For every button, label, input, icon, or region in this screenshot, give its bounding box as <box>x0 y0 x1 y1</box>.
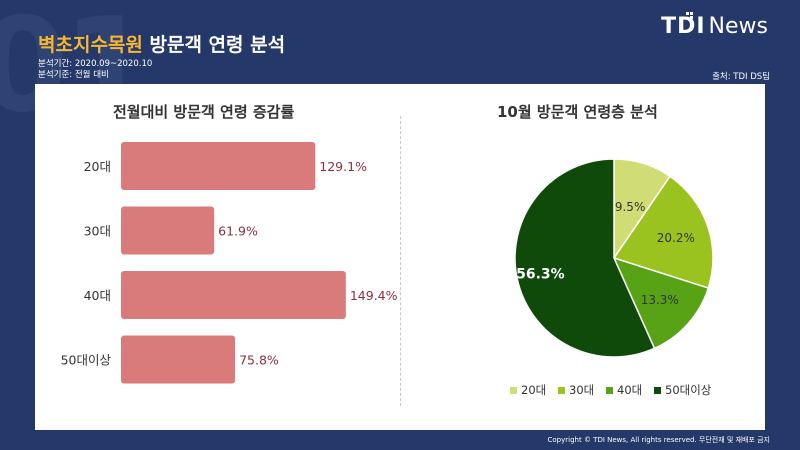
pie-slice-2 <box>612 175 714 289</box>
bar-category-label: 50대이상 <box>61 353 112 368</box>
bar-1 <box>121 142 316 190</box>
analysis-period: 분석기간: 2020.09~2020.10 <box>38 59 153 69</box>
copyright-footer: Copyright © TDI News, All rights reserve… <box>547 436 770 444</box>
logo: TDI News <box>661 14 768 39</box>
bar-chart: 20대 129.1% 30대 61.9% 40대 149.4% 50대이상 75.8% <box>61 142 398 384</box>
page-title: 벽초지수목원 방문객 연령 분석 <box>38 30 285 57</box>
source-label: 출처: TDI DS팀 <box>712 72 770 82</box>
logo-tdi: TDI <box>661 14 706 39</box>
bar-category-label: 30대 <box>84 224 111 239</box>
analysis-basis: 분석기준: 전월 대비 <box>38 70 109 80</box>
title-rest: 방문객 연령 분석 <box>142 34 286 56</box>
bar-4 <box>121 335 236 384</box>
bar-value-label: 75.8% <box>239 353 279 368</box>
pie-slice-4 <box>514 158 656 358</box>
legend-label: 40대 <box>617 383 642 397</box>
pie-value-label: 9.5% <box>615 200 646 214</box>
legend-label: 30대 <box>569 383 594 397</box>
bar-value-label: 61.9% <box>218 224 258 239</box>
legend-swatch <box>558 387 565 394</box>
legend-swatch <box>606 387 613 394</box>
pie-value-label: 13.3% <box>641 293 679 307</box>
logo-mark-icon <box>686 12 693 19</box>
pie-chart-title: 10월 방문객 연령층 분석 <box>497 103 658 121</box>
pie-value-label: 56.3% <box>516 267 565 283</box>
panel-divider <box>400 116 401 406</box>
bar-value-label: 129.1% <box>319 159 367 174</box>
legend-swatch <box>510 387 517 394</box>
bar-2 <box>121 206 215 255</box>
pie-slice-3 <box>612 256 710 350</box>
legend-label: 20대 <box>521 383 546 397</box>
chart-panel: 전월대비 방문객 연령 증감률 10월 방문객 연령층 분석 20대 129.1%… <box>35 84 765 430</box>
analysis-meta: 분석기간: 2020.09~2020.10 분석기준: 전월 대비 <box>38 59 152 81</box>
bar-3 <box>121 271 346 319</box>
legend-label: 50대이상 <box>665 383 712 397</box>
logo-news: News <box>708 14 768 39</box>
legend-swatch <box>654 387 661 394</box>
bar-chart-title: 전월대비 방문객 연령 증감률 <box>113 103 295 121</box>
pie-value-label: 20.2% <box>657 231 695 245</box>
bar-value-label: 149.4% <box>350 288 398 303</box>
title-highlight: 벽초지수목원 <box>38 34 143 56</box>
bar-category-label: 40대 <box>84 288 111 303</box>
bar-category-label: 20대 <box>84 159 111 174</box>
pie-chart: 9.5% 20.2% 13.3% 56.3% 20대 30대 40대 50대이상 <box>510 158 714 397</box>
